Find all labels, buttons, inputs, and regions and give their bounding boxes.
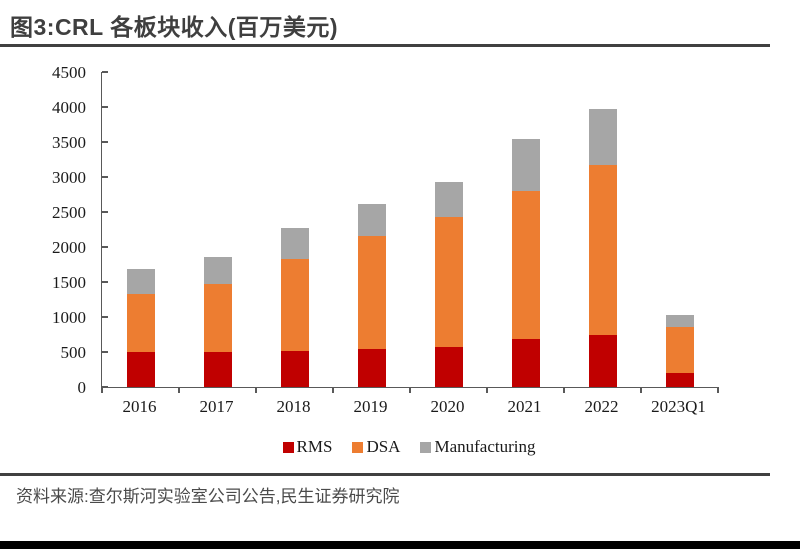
bar-column-2022 — [564, 72, 641, 387]
bar-column-2020 — [410, 72, 487, 387]
y-axis-tick — [102, 246, 108, 248]
bar-segment-manufacturing — [511, 139, 540, 192]
bar-segment-rms — [588, 334, 617, 387]
bar-segment-rms — [665, 372, 694, 387]
bar-stack — [511, 139, 540, 387]
bar-stack — [280, 228, 309, 387]
y-tick-label: 4000 — [52, 97, 86, 117]
x-axis-tick — [332, 387, 334, 393]
y-axis-tick — [102, 386, 108, 388]
y-tick-label: 4500 — [52, 62, 86, 82]
bar-segment-manufacturing — [588, 108, 617, 166]
y-tick-label: 500 — [60, 342, 87, 362]
bar-segment-manufacturing — [357, 203, 386, 237]
y-tick-label: 2000 — [52, 237, 86, 257]
y-axis-tick — [102, 176, 108, 178]
bar-segment-dsa — [588, 165, 617, 335]
source-separator-rule — [0, 473, 770, 476]
x-axis-tick — [255, 387, 257, 393]
bar-segment-dsa — [511, 191, 540, 339]
x-tick-label: 2019 — [353, 397, 388, 416]
bar-segment-rms — [126, 352, 155, 387]
legend-marker-icon — [282, 441, 294, 453]
y-axis-tick — [102, 71, 108, 73]
bar-column-2019 — [333, 72, 410, 387]
x-tick-label: 2016 — [122, 397, 157, 416]
bar-segment-rms — [203, 351, 232, 387]
bar-stack — [588, 108, 617, 387]
bar-column-2017 — [179, 72, 256, 387]
bar-stack — [203, 256, 232, 387]
bar-segment-manufacturing — [203, 256, 232, 284]
y-axis-tick — [102, 281, 108, 283]
bar-segment-dsa — [665, 327, 694, 373]
x-axis-labels: 2016 2017 2018 2019 2020 2021 2022 2023Q1 — [101, 397, 717, 417]
bar-segment-dsa — [203, 283, 232, 352]
x-tick-label: 2017 — [199, 397, 234, 416]
x-axis-tick — [640, 387, 642, 393]
source-text: 资料来源:查尔斯河实验室公司公告,民生证券研究院 — [16, 487, 400, 506]
plot-area — [101, 71, 719, 393]
legend-item-rms: RMS — [282, 437, 333, 457]
legend-item-manufacturing: Manufacturing — [420, 437, 535, 457]
bar-segment-dsa — [126, 293, 155, 353]
y-tick-label: 3500 — [52, 132, 86, 152]
y-axis-tick — [102, 211, 108, 213]
y-tick-label: 0 — [77, 377, 87, 397]
bar-segment-manufacturing — [280, 228, 309, 259]
x-tick-label: 2023Q1 — [651, 397, 706, 416]
x-axis-tick — [563, 387, 565, 393]
bars-container — [102, 72, 718, 387]
bar-column-2021 — [487, 72, 564, 387]
y-tick-label: 1500 — [52, 272, 86, 292]
bar-column-2016 — [102, 72, 179, 387]
y-axis-tick — [102, 316, 108, 318]
bar-stack — [665, 314, 694, 387]
x-axis-tick — [717, 387, 719, 393]
bar-stack — [126, 269, 155, 387]
bar-segment-dsa — [280, 258, 309, 351]
legend-label: RMS — [296, 437, 333, 456]
bar-segment-manufacturing — [434, 182, 463, 218]
bar-column-2023Q1 — [641, 72, 718, 387]
bar-segment-rms — [434, 346, 463, 387]
y-tick-label: 3000 — [52, 167, 86, 187]
bar-segment-rms — [357, 349, 386, 387]
x-axis-tick — [486, 387, 488, 393]
y-axis-tick — [102, 351, 108, 353]
x-tick-label: 2020 — [430, 397, 465, 416]
bar-segment-dsa — [434, 217, 463, 347]
x-tick-label: 2018 — [276, 397, 311, 416]
y-axis-tick — [102, 106, 108, 108]
x-axis-tick — [409, 387, 411, 393]
y-axis-tick — [102, 141, 108, 143]
bar-segment-manufacturing — [665, 314, 694, 328]
bar-segment-manufacturing — [126, 269, 155, 294]
chart-legend: RMS DSA Manufacturing — [101, 437, 717, 457]
bar-segment-dsa — [357, 236, 386, 350]
bar-stack — [434, 182, 463, 387]
x-axis-tick — [101, 387, 103, 393]
legend-label: Manufacturing — [434, 437, 536, 456]
y-tick-label: 2500 — [52, 202, 86, 222]
x-tick-label: 2022 — [584, 397, 619, 416]
y-tick-label: 1000 — [52, 307, 86, 327]
x-axis-tick — [178, 387, 180, 393]
x-tick-label: 2021 — [507, 397, 542, 416]
legend-marker-icon — [352, 441, 364, 453]
bar-segment-rms — [511, 338, 540, 387]
bar-column-2018 — [256, 72, 333, 387]
page-title: 图3:CRL 各板块收入(百万美元) — [10, 14, 339, 40]
legend-label: DSA — [366, 437, 401, 456]
legend-item-dsa: DSA — [352, 437, 400, 457]
legend-marker-icon — [420, 441, 432, 453]
bottom-black-bar — [0, 541, 800, 549]
bar-segment-rms — [280, 350, 309, 387]
title-underline-rule — [0, 44, 770, 47]
bar-stack — [357, 203, 386, 387]
